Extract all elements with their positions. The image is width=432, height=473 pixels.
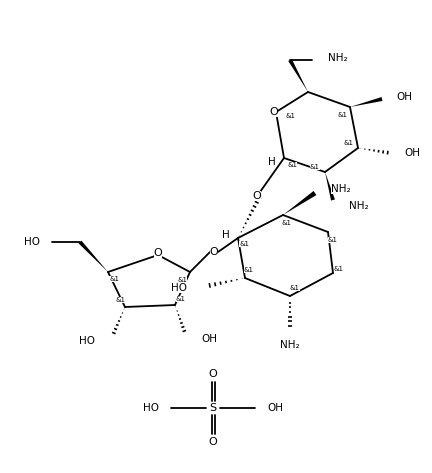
Text: &1: &1 <box>343 140 353 146</box>
Text: HO: HO <box>24 237 40 247</box>
Text: H: H <box>222 230 230 240</box>
Text: O: O <box>209 369 217 379</box>
Text: &1: &1 <box>337 112 347 118</box>
Text: OH: OH <box>404 148 420 158</box>
Polygon shape <box>283 191 316 215</box>
Text: &1: &1 <box>285 113 295 119</box>
Text: &1: &1 <box>109 276 119 282</box>
Text: &1: &1 <box>334 266 344 272</box>
Text: O: O <box>209 437 217 447</box>
Text: S: S <box>210 403 216 413</box>
Text: &1: &1 <box>176 296 186 302</box>
Text: HO: HO <box>171 283 187 293</box>
Text: H: H <box>268 157 276 167</box>
Text: &1: &1 <box>310 164 320 170</box>
Text: &1: &1 <box>116 297 126 303</box>
Text: HO: HO <box>79 336 95 346</box>
Text: &1: &1 <box>282 220 292 226</box>
Text: &1: &1 <box>287 162 297 168</box>
Text: O: O <box>210 247 218 257</box>
Text: HO: HO <box>143 403 159 413</box>
Polygon shape <box>325 172 335 201</box>
Text: O: O <box>253 191 261 201</box>
Text: NH₂: NH₂ <box>349 201 368 211</box>
Text: &1: &1 <box>328 237 338 243</box>
Text: OH: OH <box>201 334 217 344</box>
Text: NH₂: NH₂ <box>331 184 351 194</box>
Polygon shape <box>350 97 382 107</box>
Text: O: O <box>154 248 162 258</box>
Text: &1: &1 <box>239 241 249 247</box>
Text: &1: &1 <box>177 277 187 283</box>
Text: &1: &1 <box>290 285 300 291</box>
Text: NH₂: NH₂ <box>280 340 300 350</box>
Text: O: O <box>270 107 278 117</box>
Polygon shape <box>288 59 308 92</box>
Text: OH: OH <box>267 403 283 413</box>
Text: NH₂: NH₂ <box>328 53 348 63</box>
Text: &1: &1 <box>244 267 254 273</box>
Text: OH: OH <box>396 92 412 102</box>
Polygon shape <box>79 241 108 272</box>
